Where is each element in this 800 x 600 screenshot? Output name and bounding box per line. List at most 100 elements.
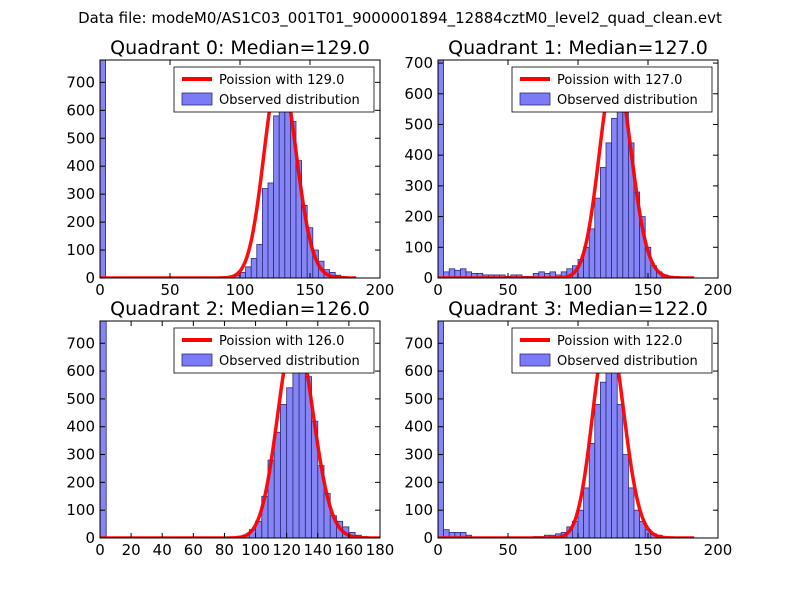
legend-line-label: Poission with 126.0 (219, 334, 344, 349)
x-tick-label: 120 (272, 541, 301, 559)
y-tick-label: 500 (404, 390, 433, 408)
y-tick-label: 0 (85, 529, 95, 547)
histogram-bar (245, 266, 252, 278)
y-tick-label: 300 (404, 446, 433, 464)
y-tick-label: 300 (404, 177, 433, 195)
y-tick-label: 100 (404, 238, 433, 256)
x-tick-label: 50 (498, 541, 517, 559)
panel-title: Quadrant 1: Median=127.0 (448, 37, 708, 59)
histogram-bar (100, 321, 107, 538)
histogram-bar (577, 509, 584, 538)
x-tick-label: 50 (498, 281, 517, 299)
y-tick-label: 500 (66, 390, 95, 408)
x-tick-label: 150 (296, 281, 325, 299)
x-tick-label: 100 (226, 281, 255, 299)
x-tick-label: 140 (303, 541, 332, 559)
x-tick-label: 0 (433, 541, 443, 559)
legend: Poission with 122.0 Observed distribution (511, 327, 713, 374)
histogram-bar (284, 87, 291, 278)
poisson-curve (100, 67, 357, 278)
legend-bar-swatch (519, 92, 551, 106)
histogram-bar (438, 60, 444, 278)
x-tick-label: 0 (95, 281, 105, 299)
histogram-bar (622, 454, 629, 538)
panel-title: Quadrant 3: Median=122.0 (448, 298, 708, 320)
x-tick-label: 200 (704, 541, 733, 559)
histogram-bar (588, 443, 596, 538)
legend-bar-swatch (519, 353, 551, 367)
y-tick-label: 300 (66, 446, 95, 464)
y-tick-label: 400 (66, 157, 95, 175)
panel-quadrant-1: Quadrant 1: Median=127.0 0 50 100 150 200 0 100… (404, 37, 732, 299)
y-tick-label: 600 (404, 85, 433, 103)
histogram-bar (273, 431, 281, 538)
y-tick-label: 100 (66, 241, 95, 259)
histogram-bar (286, 387, 294, 538)
panel-quadrant-2: Quadrant 2: Median=126.00 20 40 60 80 100 120 1… (66, 298, 394, 559)
axes-frame (99, 320, 381, 539)
legend-line-label: Poission with 122.0 (557, 334, 682, 349)
histogram-bar (267, 182, 274, 278)
x-tick-label: 100 (564, 541, 593, 559)
histogram-bar (250, 258, 258, 278)
x-tick-label: 20 (122, 541, 141, 559)
x-tick-label: 0 (95, 541, 105, 559)
histogram-bar (261, 188, 269, 278)
y-tick-label: 400 (404, 146, 433, 164)
legend-bar-label: Observed distribution (557, 354, 698, 369)
legend-bar-label: Observed distribution (219, 354, 360, 369)
histogram-bar (100, 60, 106, 278)
y-tick-label: 700 (66, 334, 95, 352)
x-tick-label: 40 (153, 541, 172, 559)
poisson-curve (438, 328, 695, 538)
y-tick-label: 600 (66, 362, 95, 380)
histogram-bar (594, 197, 601, 278)
x-tick-label: 150 (634, 281, 663, 299)
legend-line-label: Poission with 129.0 (219, 73, 344, 88)
x-tick-label: 50 (160, 281, 179, 299)
histogram-bar (256, 244, 263, 278)
poisson-curve (100, 328, 380, 538)
legend: Poission with 129.0 Observed distribution (173, 66, 375, 113)
histogram-bar (583, 487, 590, 538)
y-tick-label: 400 (66, 418, 95, 436)
histogram-bar (611, 117, 618, 278)
poisson-curve (438, 67, 695, 278)
y-tick-label: 0 (85, 269, 95, 287)
histogram-bar (628, 487, 635, 538)
histogram-bar (616, 105, 624, 278)
y-tick-label: 300 (66, 185, 95, 203)
y-tick-label: 0 (423, 529, 433, 547)
legend-bar-swatch (181, 92, 213, 106)
histogram-bar (605, 142, 612, 278)
x-tick-label: 160 (335, 541, 364, 559)
y-tick-label: 700 (66, 73, 95, 91)
y-tick-label: 700 (404, 334, 433, 352)
y-tick-label: 500 (404, 115, 433, 133)
y-tick-label: 600 (66, 101, 95, 119)
legend: Poission with 126.0 Observed distribution (173, 327, 375, 374)
y-tick-label: 200 (66, 213, 95, 231)
histogram-bar (633, 509, 640, 538)
histogram-bar (280, 404, 288, 538)
legend-bar-label: Observed distribution (557, 93, 698, 108)
panel-quadrant-3: Quadrant 3: Median=122.0 0 50 100 150 200 0 100… (404, 298, 732, 559)
legend-bar-swatch (181, 353, 213, 367)
histogram-bar (616, 404, 624, 538)
panel-title: Quadrant 0: Median=129.0 (110, 37, 370, 59)
x-tick-label: 0 (433, 281, 443, 299)
figure-suptitle: Data file: modeM0/AS1C03_001T01_90000018… (78, 9, 722, 28)
y-tick-label: 500 (66, 129, 95, 147)
histogram-bar (588, 228, 596, 278)
histogram-bar (600, 167, 607, 278)
y-tick-label: 200 (404, 208, 433, 226)
histogram-bar (273, 115, 280, 278)
histogram-bar (292, 359, 300, 538)
x-tick-label: 100 (564, 281, 593, 299)
y-tick-label: 100 (404, 501, 433, 519)
y-tick-label: 100 (66, 501, 95, 519)
panel-title: Quadrant 2: Median=126.0 (110, 298, 370, 320)
y-tick-label: 200 (404, 473, 433, 491)
x-tick-label: 60 (184, 541, 203, 559)
